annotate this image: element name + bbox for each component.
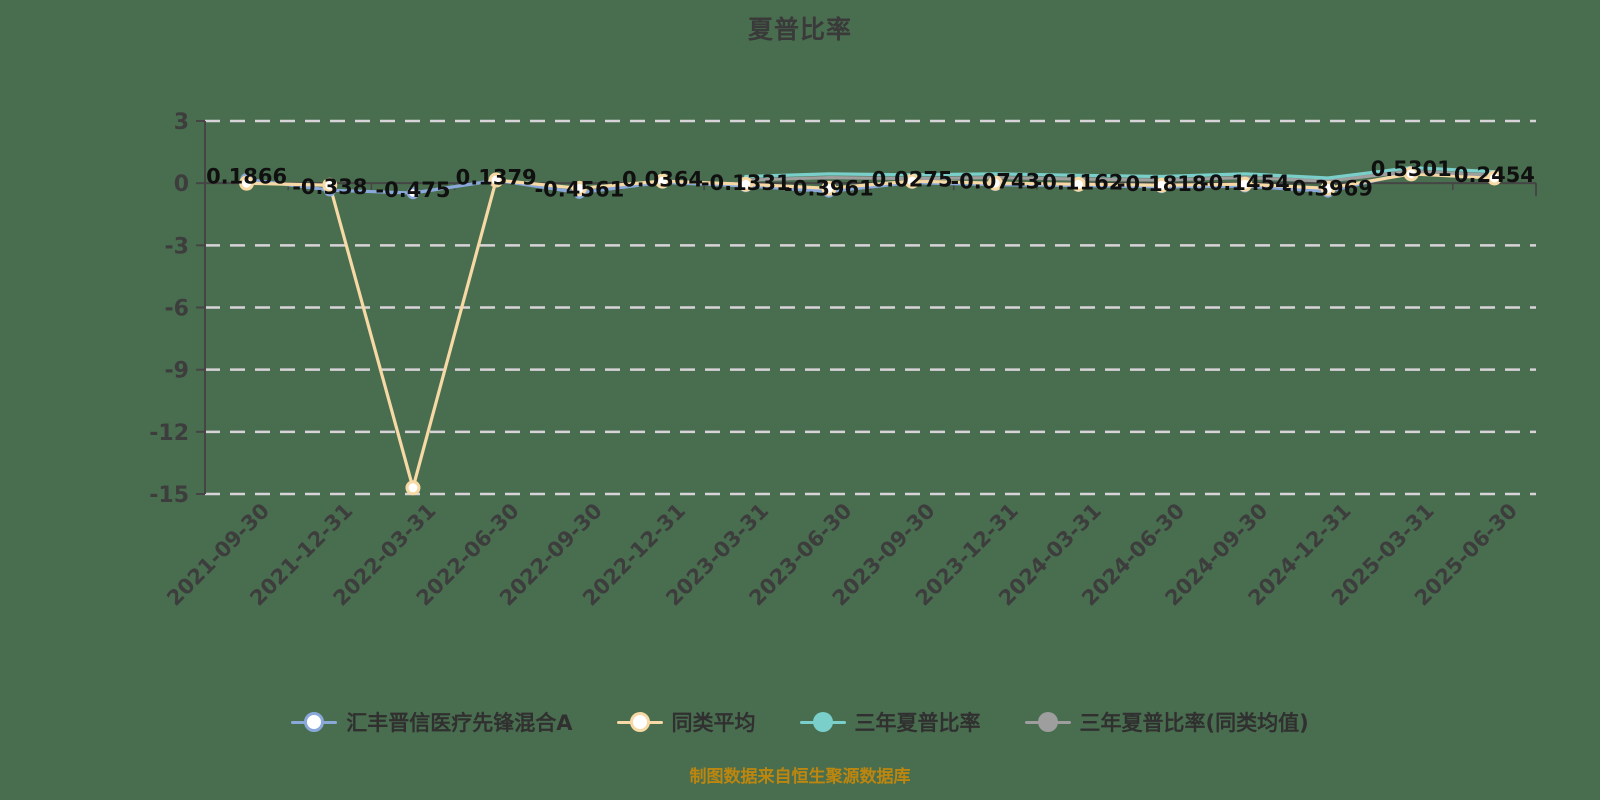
legend-item-0[interactable]: 汇丰晋信医疗先锋混合A [291,707,573,737]
y-tick-label: -9 [165,359,189,384]
legend-label: 三年夏普比率(同类均值) [1079,711,1309,735]
data-point[interactable] [571,180,587,196]
series-line-2 [744,166,1497,180]
series-line-3 [744,169,1497,183]
y-tick-label: -12 [149,421,189,446]
data-point[interactable] [322,177,338,193]
data-label: -0.3961 [784,176,874,200]
gridlines [205,119,1536,496]
data-label: -0.3969 [1283,176,1373,200]
data-label: -0.1331 [701,171,791,195]
series-line-1 [244,172,1497,490]
series-line-0 [244,170,1497,195]
data-label: 0.1866 [206,164,287,188]
data-point[interactable] [1403,166,1419,182]
y-tick-label: -15 [149,483,189,508]
legend: 汇丰晋信医疗先锋混合A 同类平均 三年夏普比率 三年夏普比率(同类均值) [0,700,1600,744]
data-label: -0.1818 [1117,172,1207,196]
y-tick-label: 3 [174,110,189,135]
legend-marker-icon [1024,711,1071,733]
x-axis: 2021-09-302021-12-312022-03-312022-06-30… [162,182,1537,611]
y-tick-label: -6 [165,297,189,322]
data-labels: 0.1866 -0.338 -0.4750.1379-0.45610.0364-0.… [206,157,1535,202]
data-point[interactable] [488,172,504,188]
legend-item-3[interactable]: 三年夏普比率(同类均值) [1024,707,1309,737]
data-source-caption: 制图数据来自恒生聚源数据库 [689,767,911,787]
sharpe-ratio-chart: 3 0 -3 -6 -9 -12 -152021-09-302021-12-312022-0… [149,110,1537,611]
data-label: -0.1162 [1034,171,1124,195]
data-point[interactable] [405,480,421,496]
data-point[interactable] [655,173,671,189]
chart-title: 夏普比率 [747,15,852,44]
data-label: -0.475 [375,178,450,202]
legend-label: 汇丰晋信医疗先锋混合A [346,711,573,735]
data-point[interactable] [1320,180,1336,196]
data-label: 0.0364 [622,167,703,191]
legend-label: 三年夏普比率 [854,711,981,735]
data-label: 0.1379 [456,165,537,189]
data-label: -0.0743 [950,170,1040,194]
data-point[interactable] [1154,177,1170,193]
data-point[interactable] [821,180,837,196]
data-point[interactable] [1486,170,1502,186]
legend-marker-icon [291,711,338,733]
data-label: 0.0275 [872,168,953,192]
legend-marker-icon [616,711,663,733]
series-markers-1 [239,166,1502,496]
legend-item-2[interactable]: 三年夏普比率 [799,707,981,737]
data-label: 0.2454 [1454,163,1535,187]
legend-label: 同类平均 [671,711,756,735]
data-point[interactable] [987,175,1003,191]
legend-marker-icon [799,711,846,733]
data-point[interactable] [1070,176,1086,192]
data-point[interactable] [738,176,754,192]
data-point[interactable] [904,173,920,189]
y-axis: 3 0 -3 -6 -9 -12 -15 [149,110,206,508]
data-label: -0.4561 [534,178,624,202]
data-label: -0.1454 [1200,171,1290,195]
data-point[interactable] [239,175,255,191]
data-label: -0.338 [292,175,367,199]
data-point[interactable] [1237,176,1253,192]
y-tick-label: -3 [165,234,189,259]
data-point[interactable] [406,186,420,200]
data-label: 0.5301 [1371,157,1452,181]
y-tick-label: 0 [174,172,189,197]
legend-item-1[interactable]: 同类平均 [616,707,756,737]
